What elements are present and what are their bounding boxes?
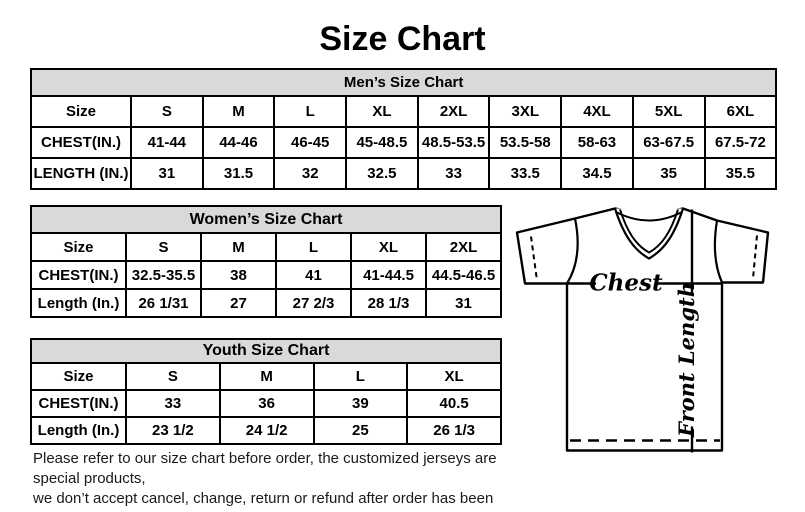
tshirt-svg: Chest Front Length bbox=[515, 207, 770, 453]
right-armhole-seam bbox=[713, 220, 724, 283]
chest-cell: 41-44 bbox=[130, 126, 204, 159]
youth-size-row-label: Size bbox=[30, 362, 127, 391]
mens-chart-header: Men’s Size Chart bbox=[29, 68, 778, 97]
womens-size-chart-table: Women’s Size Chart Size S M L XL 2XL CHE… bbox=[29, 205, 503, 318]
footer-note: Please refer to our size chart before or… bbox=[33, 449, 538, 512]
chest-cell: 58-63 bbox=[560, 126, 634, 159]
womens-size-row-label: Size bbox=[30, 232, 127, 262]
chest-cell: 33 bbox=[125, 389, 221, 418]
size-cell: M bbox=[218, 362, 315, 391]
length-cell: 34.5 bbox=[560, 157, 634, 190]
size-cell: 2XL bbox=[424, 232, 503, 262]
chest-cell: 38 bbox=[200, 260, 277, 290]
chest-cell: 36 bbox=[218, 389, 315, 418]
length-cell: 32 bbox=[273, 157, 348, 190]
length-cell: 31 bbox=[424, 288, 503, 318]
chest-cell: 44.5-46.5 bbox=[424, 260, 503, 290]
chest-cell: 45-48.5 bbox=[345, 126, 419, 159]
length-cell: 28 1/3 bbox=[350, 288, 427, 318]
size-cell: L bbox=[275, 232, 352, 262]
mens-length-row-label: LENGTH (IN.) bbox=[30, 157, 132, 190]
length-cell: 26 1/31 bbox=[125, 288, 202, 318]
tshirt-diagram: Chest Front Length bbox=[510, 193, 780, 461]
left-cuff-dashed-line bbox=[530, 236, 538, 281]
length-cell: 35.5 bbox=[703, 157, 778, 190]
chest-cell: 67.5-72 bbox=[703, 126, 778, 159]
length-cell: 23 1/2 bbox=[125, 416, 221, 445]
size-cell: 4XL bbox=[560, 95, 634, 128]
youth-length-row-label: Length (In.) bbox=[30, 416, 127, 445]
length-cell: 26 1/3 bbox=[406, 416, 502, 445]
womens-chest-row-label: CHEST(IN.) bbox=[30, 260, 127, 290]
chest-label: Chest bbox=[589, 270, 663, 297]
size-cell: XL bbox=[406, 362, 502, 391]
mens-size-chart-table: Men’s Size Chart Size S M L XL 2XL 3XL 4… bbox=[29, 68, 778, 190]
womens-chart-header: Women’s Size Chart bbox=[29, 205, 503, 234]
size-cell: 6XL bbox=[703, 95, 778, 128]
length-cell: 27 2/3 bbox=[275, 288, 352, 318]
length-cell: 31 bbox=[130, 157, 204, 190]
size-cell: M bbox=[200, 232, 277, 262]
size-cell: XL bbox=[345, 95, 419, 128]
size-cell: XL bbox=[350, 232, 427, 262]
size-cell: S bbox=[125, 362, 221, 391]
chest-cell: 53.5-58 bbox=[488, 126, 563, 159]
chest-label-backing bbox=[596, 271, 656, 295]
mens-chest-row-label: CHEST(IN.) bbox=[30, 126, 132, 159]
chest-cell: 48.5-53.5 bbox=[416, 126, 491, 159]
size-cell: S bbox=[125, 232, 202, 262]
length-cell: 25 bbox=[312, 416, 409, 445]
left-armhole-seam bbox=[566, 218, 579, 285]
front-length-label: Front Length bbox=[674, 282, 699, 438]
womens-length-row-label: Length (In.) bbox=[30, 288, 127, 318]
length-cell: 27 bbox=[200, 288, 277, 318]
size-cell: 2XL bbox=[416, 95, 491, 128]
youth-size-chart-table: Youth Size Chart Size S M L XL CHEST(IN.… bbox=[30, 338, 502, 445]
collar-band-arc bbox=[616, 211, 682, 222]
size-cell: L bbox=[312, 362, 409, 391]
length-cell: 32.5 bbox=[345, 157, 419, 190]
youth-chest-row-label: CHEST(IN.) bbox=[30, 389, 127, 418]
footer-note-line1: Please refer to our size chart before or… bbox=[33, 450, 497, 487]
collar-inner-v bbox=[619, 209, 679, 254]
chest-cell: 63-67.5 bbox=[631, 126, 706, 159]
chest-cell: 39 bbox=[312, 389, 409, 418]
length-cell: 31.5 bbox=[201, 157, 276, 190]
chest-cell: 41 bbox=[275, 260, 352, 290]
right-cuff-dashed-line bbox=[752, 235, 758, 279]
chest-cell: 44-46 bbox=[201, 126, 276, 159]
chest-cell: 46-45 bbox=[273, 126, 348, 159]
length-cell: 33 bbox=[416, 157, 491, 190]
front-length-label-backing bbox=[673, 292, 698, 427]
youth-chart-header: Youth Size Chart bbox=[30, 338, 502, 364]
length-cell: 35 bbox=[631, 157, 706, 190]
size-cell: 3XL bbox=[488, 95, 563, 128]
mens-size-row-label: Size bbox=[30, 95, 132, 128]
chest-cell: 41-44.5 bbox=[350, 260, 427, 290]
page-title: Size Chart bbox=[319, 20, 486, 58]
footer-note-line2: we don’t accept cancel, change, return o… bbox=[33, 490, 494, 512]
collar-outer-v bbox=[613, 208, 685, 260]
length-cell: 24 1/2 bbox=[218, 416, 315, 445]
chest-cell: 32.5-35.5 bbox=[125, 260, 202, 290]
size-cell: L bbox=[273, 95, 348, 128]
size-cell: S bbox=[130, 95, 204, 128]
size-cell: M bbox=[201, 95, 276, 128]
chest-cell: 40.5 bbox=[406, 389, 502, 418]
size-cell: 5XL bbox=[631, 95, 706, 128]
length-cell: 33.5 bbox=[488, 157, 563, 190]
